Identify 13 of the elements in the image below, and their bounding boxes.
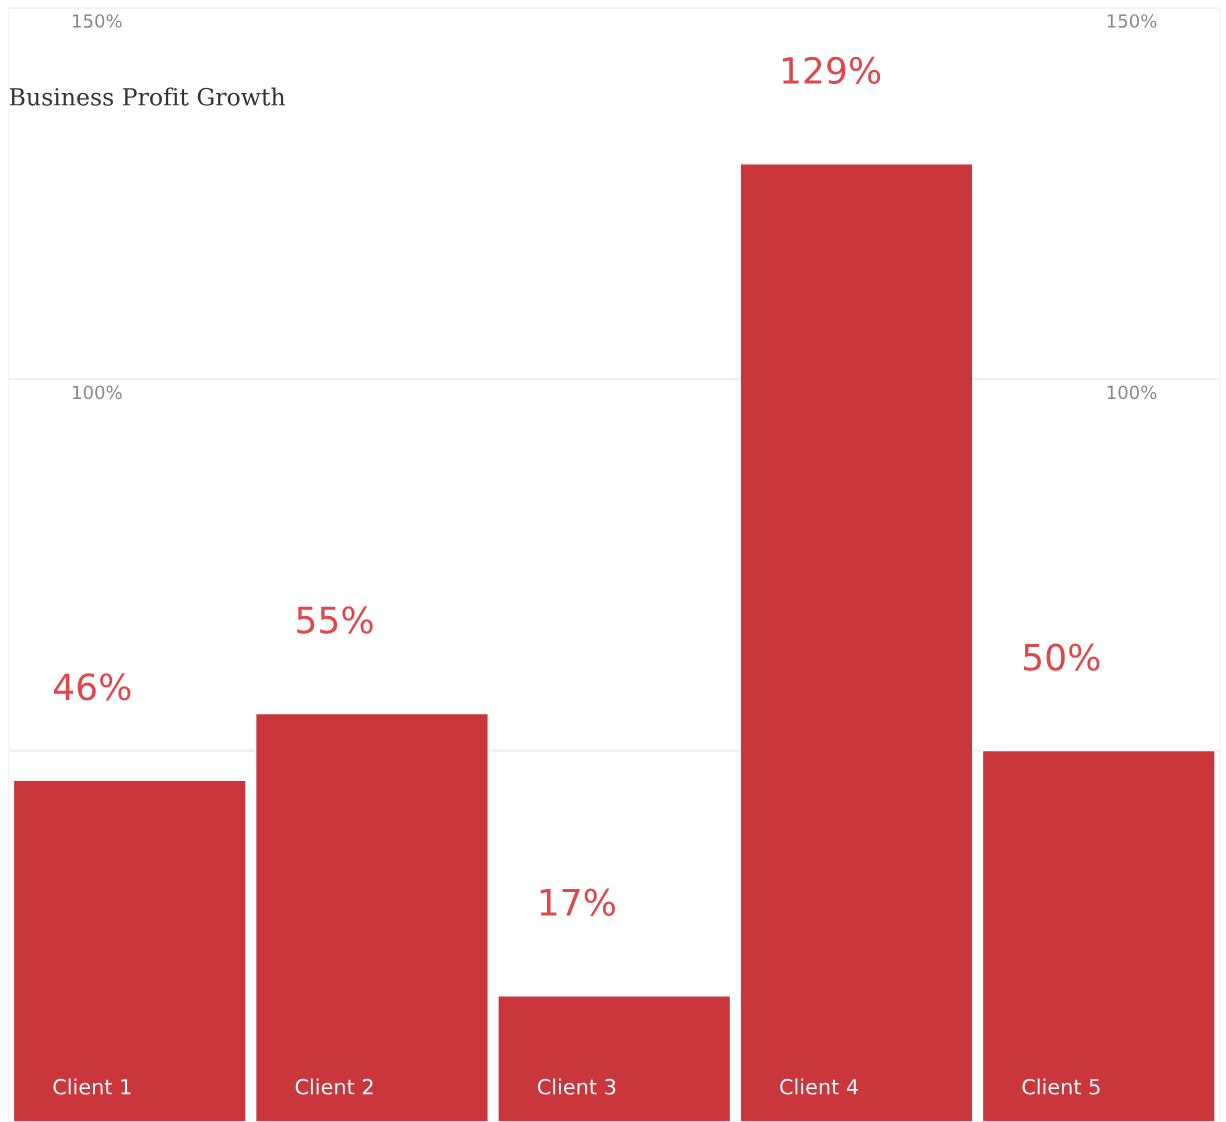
data-label: 55% [297,606,373,634]
y2-tick-label: 150% [1107,14,1157,28]
x-tick-label: Client 4 [780,1078,858,1095]
data-label: 46% [53,673,131,701]
x-tick-label: Client 2 [295,1078,373,1095]
text: Business Profit Growth [9,87,286,106]
x-tick-label: Client 5 [1022,1078,1100,1095]
data-label: 50% [1024,643,1100,671]
data-label: 129% [782,56,881,85]
x-tick-label: Client 3 [537,1078,616,1095]
y2-tick-label: 100% [1107,385,1157,400]
x-tick-label: Client 1 [53,1078,131,1095]
data-label: 17% [540,888,615,916]
